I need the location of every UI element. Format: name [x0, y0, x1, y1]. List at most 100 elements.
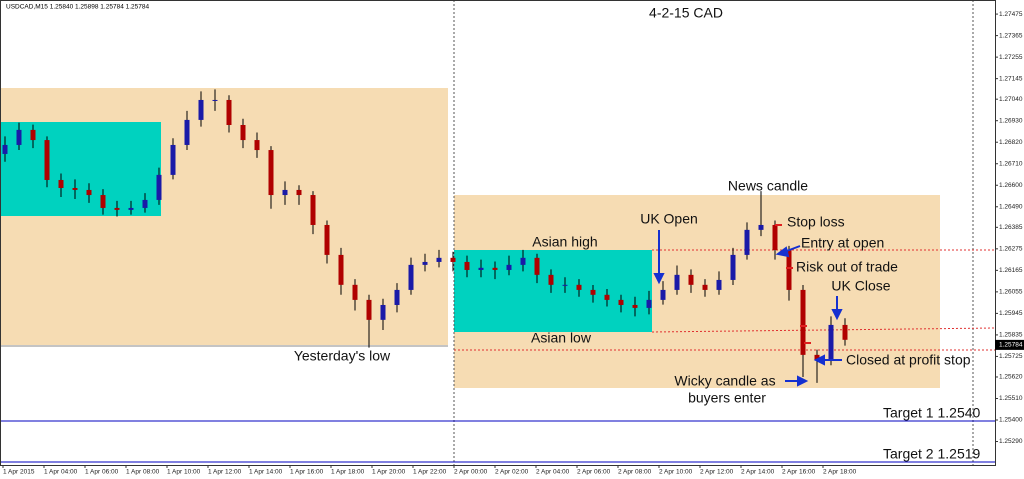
y-tick-label: 1.26490	[999, 203, 1023, 210]
y-tick-label: 1.25290	[999, 438, 1023, 445]
candle-body	[198, 99, 204, 120]
y-tick-label: 1.27255	[999, 54, 1023, 61]
candle-body	[744, 229, 750, 255]
candle-body	[604, 294, 610, 300]
y-tick-label: 1.27475	[999, 11, 1023, 18]
annotation: Stop loss	[787, 214, 845, 230]
candle-body	[114, 207, 120, 210]
arrow-head	[653, 273, 665, 285]
y-tick-label: 1.27365	[999, 32, 1023, 39]
chart-title: 4-2-15 CAD	[649, 5, 723, 21]
y-tick-label: 1.26165	[999, 267, 1023, 274]
candle-body	[786, 250, 792, 290]
candle-body	[716, 279, 722, 290]
x-tick-label: 2 Apr 14:00	[741, 469, 775, 476]
candle-body	[142, 199, 148, 208]
candle-body	[772, 224, 778, 251]
candle-body	[660, 289, 666, 300]
y-tick-label: 1.25835	[999, 332, 1023, 339]
annotation: Asian high	[532, 234, 597, 250]
plot-frame	[0, 0, 996, 466]
x-tick-label: 2 Apr 06:00	[577, 469, 611, 476]
candle-body	[548, 274, 554, 285]
markers	[775, 224, 811, 344]
x-tick-label: 1 Apr 04:00	[44, 469, 78, 476]
candle-body	[268, 150, 274, 196]
candle-body	[576, 284, 582, 290]
candle-body	[730, 254, 736, 280]
candle-body	[828, 324, 834, 360]
annotation: News candle	[728, 178, 808, 194]
candle-body	[800, 289, 806, 355]
header: USDCAD,M15 1.25840 1.25898 1.25784 1.257…	[6, 4, 149, 11]
candle-body	[366, 299, 372, 320]
candle-body	[562, 284, 568, 286]
candle-body	[450, 257, 456, 262]
x-tick-label: 1 Apr 2015	[3, 469, 35, 476]
candle-body	[72, 187, 78, 190]
annotation: Target 1 1.2540	[883, 405, 981, 421]
y-tick-label: 1.26710	[999, 160, 1023, 167]
session-box	[454, 250, 652, 332]
arrow-head	[831, 309, 843, 321]
annotation: UK Open	[640, 211, 698, 227]
candle-body	[282, 189, 288, 196]
annotation: Target 2 1.2519	[883, 446, 981, 462]
candle-body	[674, 274, 680, 290]
candle-body	[702, 284, 708, 290]
candle-body	[184, 119, 190, 145]
price-tag	[995, 339, 1024, 350]
level-line	[651, 327, 996, 333]
x-tick-label: 2 Apr 04:00	[536, 469, 570, 476]
candle-body	[506, 264, 512, 270]
x-tick-label: 1 Apr 16:00	[290, 469, 324, 476]
candle-body	[534, 257, 540, 275]
candle-body	[156, 174, 162, 200]
x-tick-label: 2 Apr 18:00	[823, 469, 857, 476]
candle-body	[478, 267, 484, 270]
candles	[2, 89, 848, 383]
y-tick-label: 1.25620	[999, 374, 1023, 381]
candle-body	[590, 289, 596, 295]
arrow-head	[775, 246, 790, 258]
arrows	[653, 230, 843, 387]
candle-body	[2, 144, 8, 154]
candle-body	[618, 299, 624, 305]
x-tick-label: 2 Apr 10:00	[659, 469, 693, 476]
candle-body	[842, 324, 848, 340]
x-tick-label: 2 Apr 16:00	[782, 469, 816, 476]
x-tick-label: 2 Apr 08:00	[618, 469, 652, 476]
annotation: Wicky candle as	[674, 373, 775, 389]
x-tick-label: 1 Apr 12:00	[208, 469, 242, 476]
candle-body	[338, 254, 344, 285]
y-tick-label: 1.27145	[999, 75, 1023, 82]
x-tick-label: 1 Apr 08:00	[126, 469, 160, 476]
candle-body	[394, 289, 400, 305]
y-tick-label: 1.26820	[999, 139, 1023, 146]
y-tick-label: 1.25725	[999, 353, 1023, 360]
x-tick-label: 1 Apr 18:00	[331, 469, 365, 476]
candle-body	[16, 129, 22, 145]
candle-body	[688, 274, 694, 285]
y-tick-label: 1.27040	[999, 96, 1023, 103]
annotation: Risk out of trade	[796, 259, 898, 275]
candle-body	[758, 224, 764, 230]
candle-body	[464, 261, 470, 270]
y-tick-label: 1.25510	[999, 395, 1023, 402]
candle-body	[352, 284, 358, 300]
annotation: Asian low	[531, 330, 592, 346]
candle-body	[380, 304, 386, 320]
price-tag-label: 1.25784	[999, 342, 1023, 349]
candle-body	[422, 261, 428, 265]
candle-body	[254, 140, 260, 151]
x-tick-label: 2 Apr 12:00	[700, 469, 734, 476]
candle-body	[408, 264, 414, 290]
candle-body	[814, 354, 820, 360]
annotation: buyers enter	[688, 390, 766, 406]
y-tick-label: 1.26275	[999, 246, 1023, 253]
candle-body	[212, 99, 218, 101]
candle-body	[632, 304, 638, 308]
candle-body	[492, 267, 498, 270]
annotation: Entry at open	[801, 235, 884, 251]
x-tick-label: 1 Apr 14:00	[249, 469, 283, 476]
